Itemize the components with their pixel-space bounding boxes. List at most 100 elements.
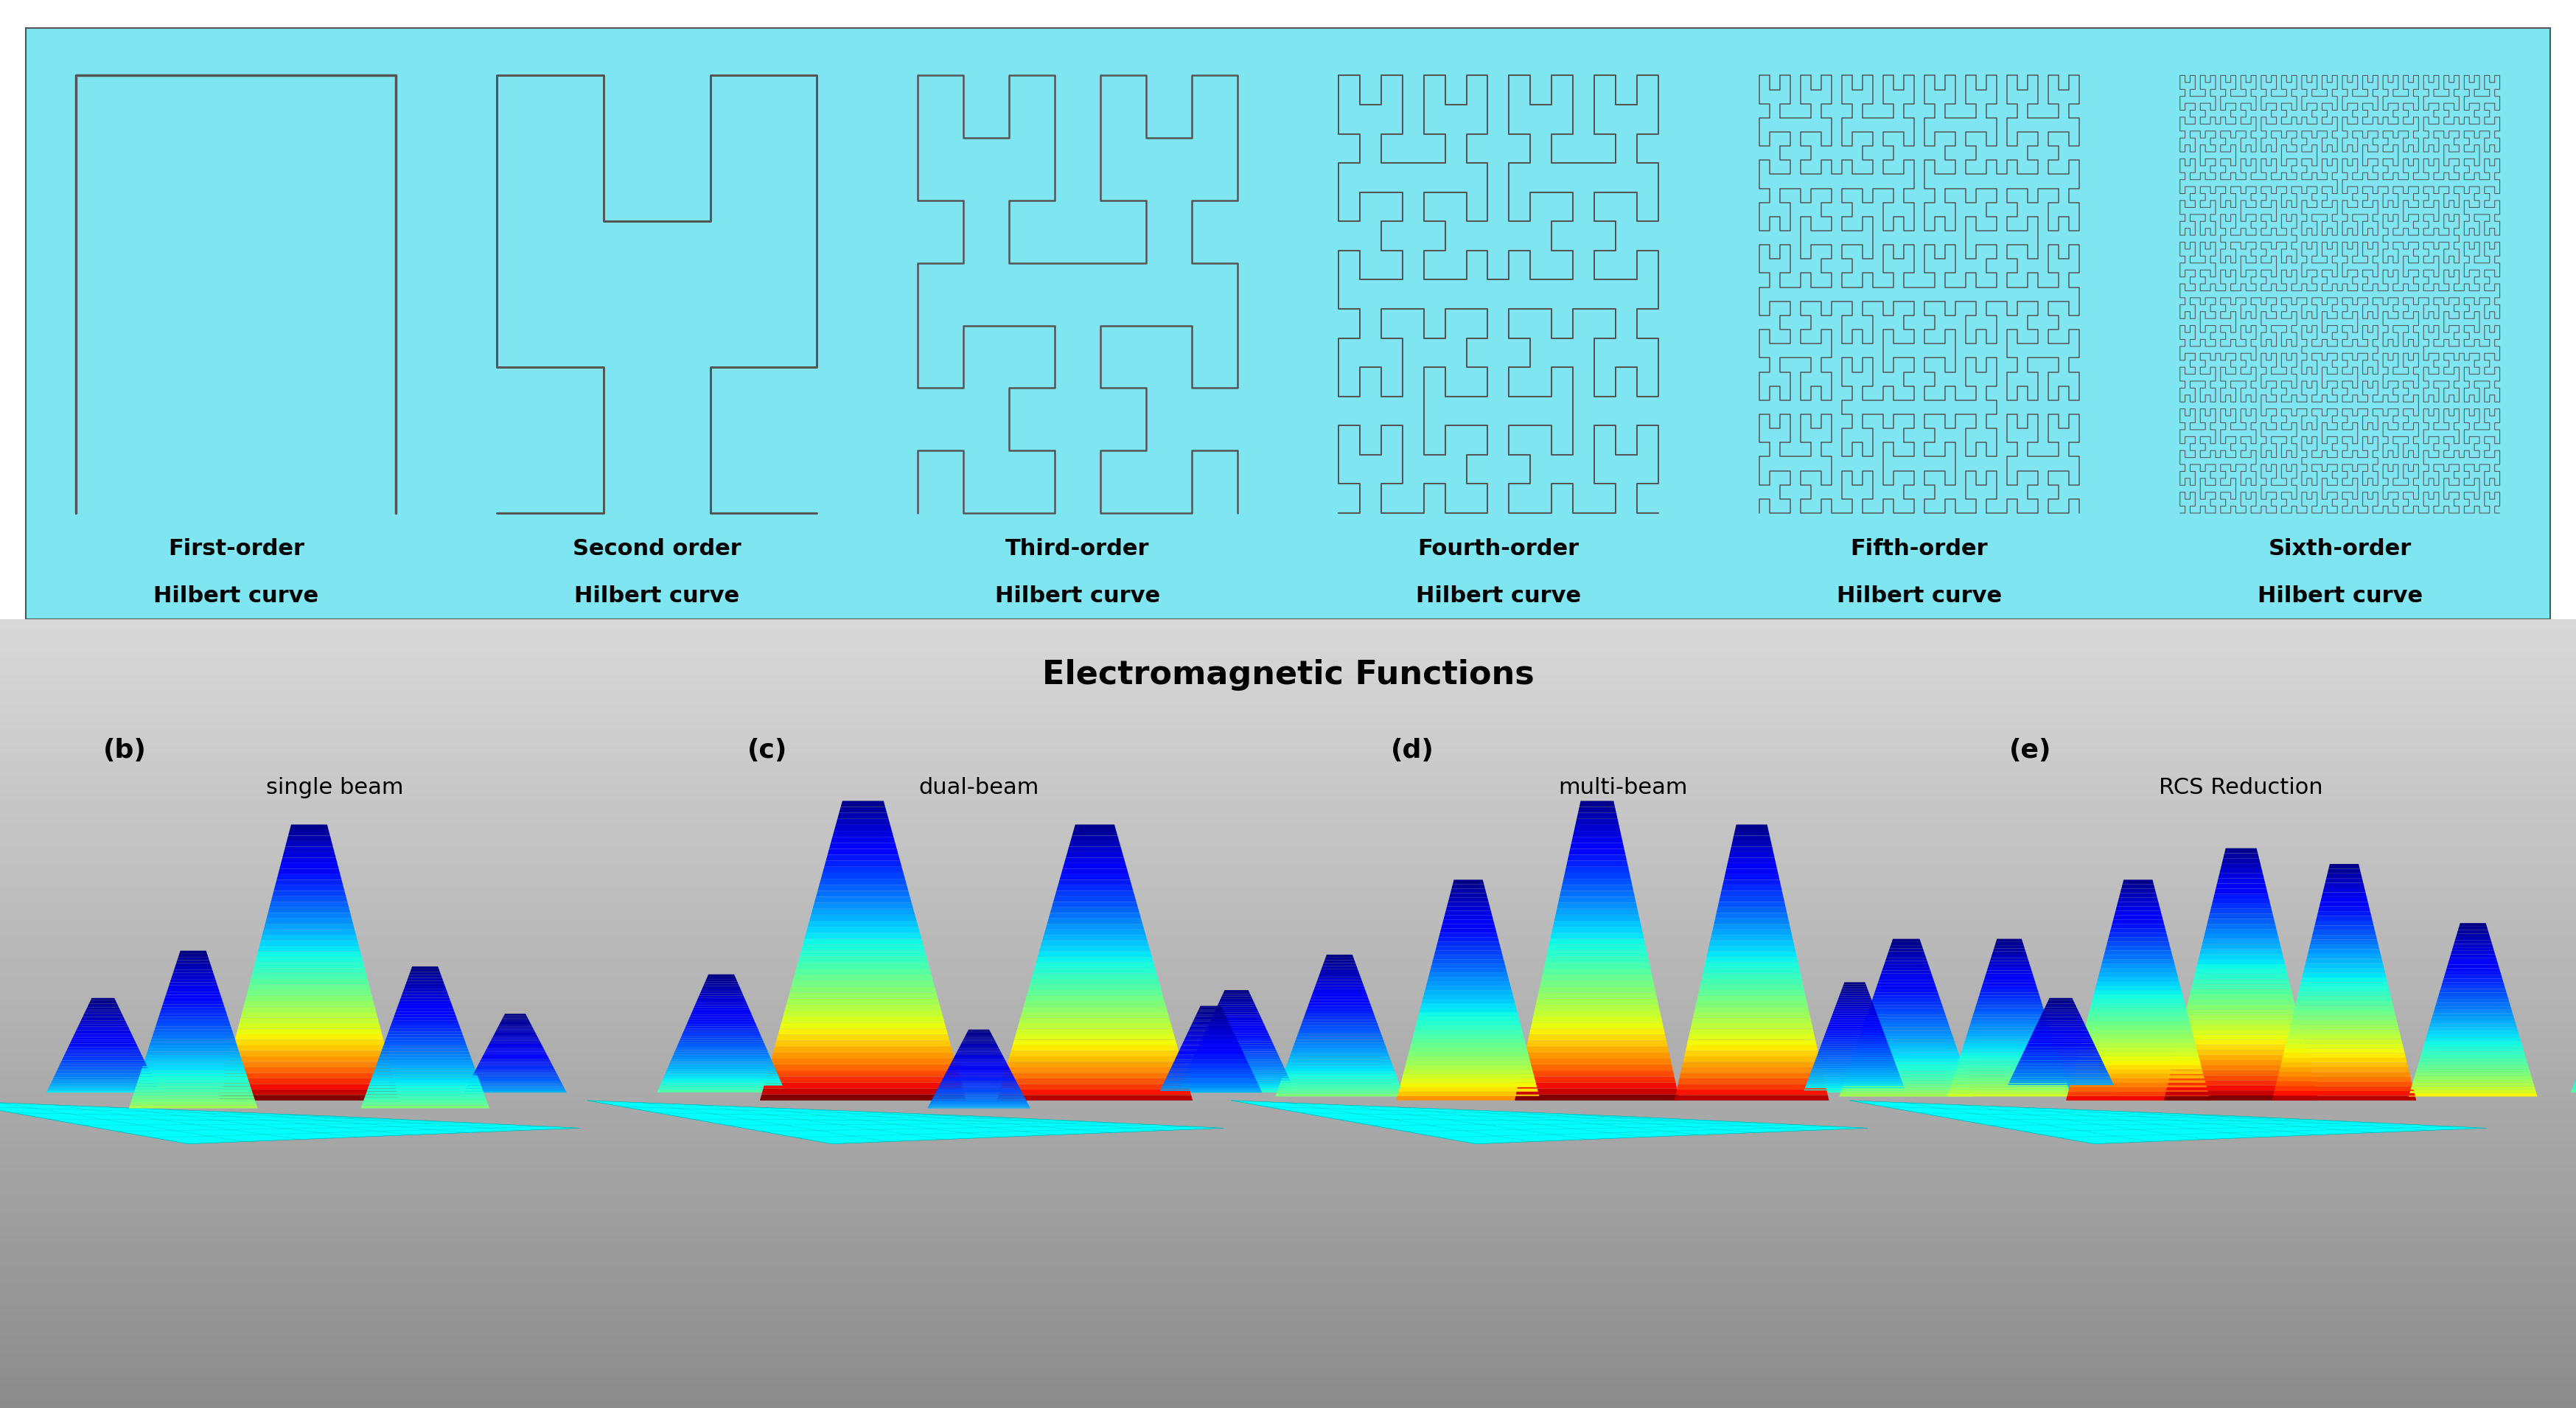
Polygon shape [683, 1029, 760, 1031]
Polygon shape [2308, 949, 2380, 953]
Polygon shape [1450, 888, 1486, 893]
Polygon shape [484, 1053, 546, 1055]
Polygon shape [1409, 1048, 1528, 1052]
Polygon shape [1808, 1074, 1901, 1077]
Polygon shape [1561, 884, 1633, 891]
Polygon shape [289, 825, 330, 831]
Text: (d): (d) [1391, 738, 1435, 763]
Polygon shape [495, 1035, 536, 1036]
Polygon shape [392, 1021, 459, 1024]
Polygon shape [484, 1050, 546, 1052]
Polygon shape [149, 1042, 237, 1045]
Polygon shape [1806, 1084, 1904, 1086]
Polygon shape [1195, 1049, 1278, 1052]
Polygon shape [1832, 1014, 1878, 1015]
Polygon shape [492, 1036, 538, 1038]
Polygon shape [2004, 1088, 2117, 1091]
Polygon shape [1960, 1052, 2058, 1056]
Polygon shape [2416, 1066, 2530, 1069]
Polygon shape [1862, 1024, 1950, 1028]
Polygon shape [2316, 921, 2372, 925]
Polygon shape [1868, 1008, 1945, 1011]
Polygon shape [958, 1045, 999, 1048]
Polygon shape [2293, 1011, 2396, 1015]
Polygon shape [696, 1000, 747, 1002]
Polygon shape [2571, 1088, 2576, 1090]
Polygon shape [1839, 995, 1870, 998]
Polygon shape [247, 990, 371, 995]
Polygon shape [402, 995, 448, 998]
Polygon shape [1850, 1062, 1963, 1064]
Polygon shape [2321, 893, 2367, 897]
Polygon shape [1551, 926, 1643, 932]
Polygon shape [1842, 984, 1868, 987]
Polygon shape [260, 941, 358, 946]
Polygon shape [1396, 1095, 1540, 1101]
Polygon shape [2287, 1029, 2401, 1035]
Polygon shape [1703, 969, 1801, 973]
Polygon shape [64, 1050, 142, 1053]
Polygon shape [2437, 1000, 2509, 1002]
Polygon shape [59, 1066, 147, 1069]
Polygon shape [2192, 980, 2290, 984]
Polygon shape [1430, 963, 1507, 969]
Polygon shape [1399, 1083, 1538, 1087]
Polygon shape [1280, 1083, 1399, 1086]
Polygon shape [466, 1088, 564, 1090]
Polygon shape [961, 1043, 997, 1045]
Polygon shape [283, 846, 335, 852]
Polygon shape [1811, 1073, 1899, 1074]
Polygon shape [1695, 1007, 1808, 1012]
Polygon shape [2419, 1055, 2527, 1059]
Polygon shape [788, 993, 938, 998]
Text: Hilbert curve: Hilbert curve [1837, 586, 2002, 607]
Polygon shape [237, 1029, 381, 1035]
Polygon shape [796, 963, 930, 969]
Polygon shape [2094, 986, 2182, 990]
Polygon shape [492, 1038, 538, 1039]
Polygon shape [2205, 924, 2277, 929]
Polygon shape [67, 1049, 139, 1050]
Polygon shape [693, 1010, 750, 1012]
Polygon shape [46, 1091, 160, 1093]
Polygon shape [1852, 1056, 1960, 1059]
Polygon shape [1185, 1038, 1236, 1039]
Polygon shape [791, 980, 935, 987]
Polygon shape [1546, 956, 1649, 963]
Polygon shape [1453, 884, 1484, 888]
Polygon shape [927, 1105, 1030, 1107]
Polygon shape [1953, 1081, 2066, 1084]
Polygon shape [948, 1066, 1010, 1067]
Polygon shape [2321, 897, 2367, 901]
Polygon shape [1211, 1021, 1262, 1022]
Polygon shape [482, 1057, 549, 1059]
Text: (c): (c) [747, 738, 788, 763]
Polygon shape [1002, 1079, 1188, 1084]
Polygon shape [2213, 894, 2269, 898]
Polygon shape [1963, 1046, 2056, 1049]
Polygon shape [701, 991, 742, 993]
Polygon shape [258, 946, 361, 952]
Polygon shape [935, 1094, 1023, 1095]
Polygon shape [1528, 1035, 1667, 1041]
Polygon shape [760, 1094, 966, 1101]
Polygon shape [2208, 919, 2275, 924]
Polygon shape [1525, 1046, 1669, 1053]
Polygon shape [832, 836, 894, 843]
Polygon shape [1674, 1095, 1829, 1101]
Polygon shape [1965, 1033, 2053, 1036]
Polygon shape [1283, 1071, 1396, 1074]
Polygon shape [252, 963, 366, 969]
Polygon shape [809, 921, 917, 926]
Polygon shape [371, 1074, 479, 1077]
Polygon shape [1182, 1079, 1291, 1080]
Polygon shape [471, 1077, 559, 1079]
Polygon shape [1556, 908, 1638, 915]
Polygon shape [688, 1022, 755, 1024]
Polygon shape [2187, 1005, 2295, 1010]
Polygon shape [1206, 1029, 1267, 1031]
Polygon shape [1566, 855, 1628, 860]
Polygon shape [1213, 1012, 1260, 1015]
Polygon shape [1713, 924, 1790, 929]
Polygon shape [173, 970, 214, 973]
